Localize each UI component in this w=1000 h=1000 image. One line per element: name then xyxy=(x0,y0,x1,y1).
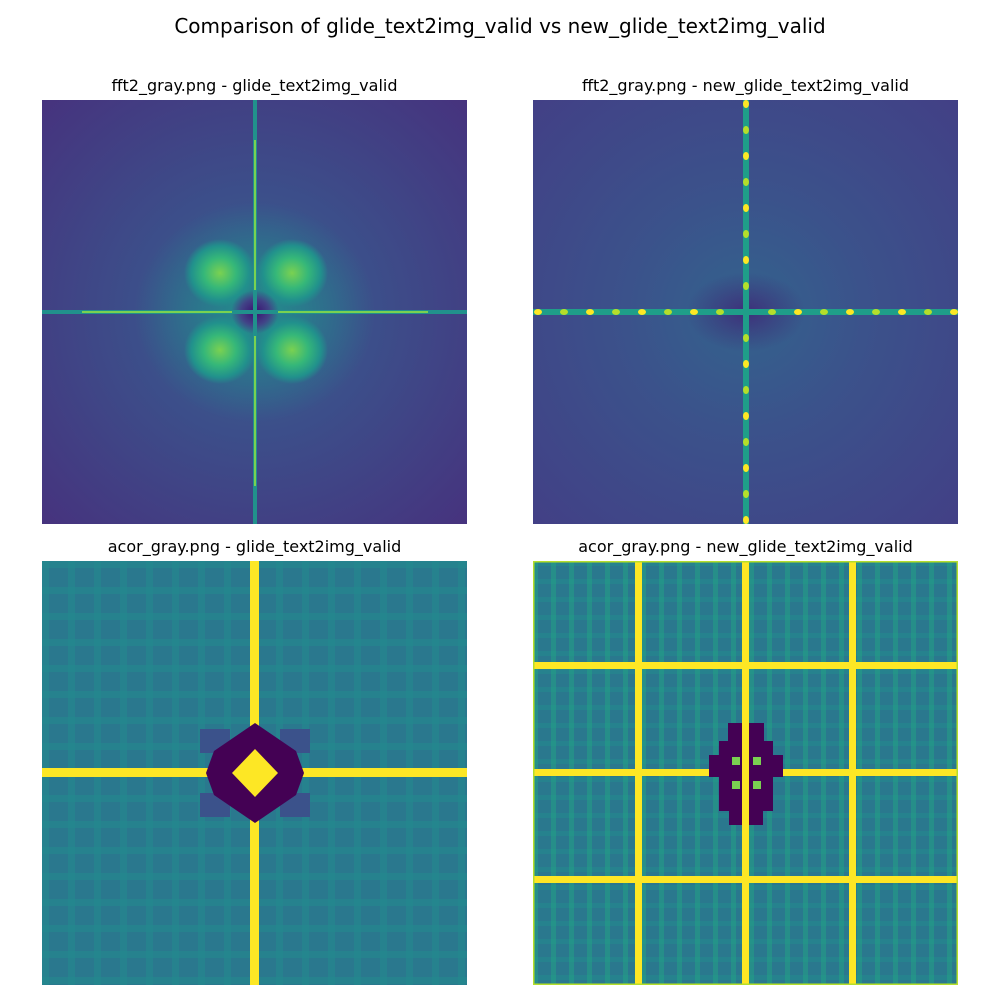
fft2-new-glide-peak xyxy=(743,178,749,186)
fft2-glide-lobe xyxy=(256,316,328,384)
fft2-new-glide-peak xyxy=(743,152,749,160)
fft2-new-glide-peak xyxy=(898,309,906,315)
fft2-new-glide-peak xyxy=(586,309,594,315)
fft2-new-glide-peak xyxy=(846,309,854,315)
fft2-new-glide-peak xyxy=(664,309,672,315)
fft2-glide-horizontal-line xyxy=(42,310,467,314)
acor-new-glide-center-marks xyxy=(732,757,761,789)
fft2-new-glide-peak xyxy=(534,309,542,315)
panel-title-acor-glide: acor_gray.png - glide_text2img_valid xyxy=(107,537,402,556)
fft2-new-glide-peak xyxy=(743,256,749,264)
fft2-new-glide-peak xyxy=(743,100,749,108)
heatmap-fft2-glide xyxy=(42,100,467,524)
fft2-new-glide-peak xyxy=(743,282,749,290)
heatmap-acor-glide-svg xyxy=(42,561,467,985)
fft2-new-glide-peak xyxy=(820,309,828,315)
fft2-new-glide-peak xyxy=(743,360,749,368)
fft2-new-glide-peak xyxy=(743,490,749,498)
panel-title-fft2-new-glide: fft2_gray.png - new_glide_text2img_valid xyxy=(581,76,910,95)
heatmap-fft2-new-glide xyxy=(533,100,958,524)
fft2-glide-vertical-line-bright xyxy=(254,140,256,290)
fft2-new-glide-peak xyxy=(743,438,749,446)
fft2-new-glide-peak xyxy=(794,309,802,315)
fft2-new-glide-peak xyxy=(743,386,749,394)
fft2-new-glide-peak xyxy=(924,309,932,315)
fft2-new-glide-peak xyxy=(743,204,749,212)
figure-title: Comparison of glide_text2img_valid vs ne… xyxy=(174,14,826,38)
fft2-glide-lobe xyxy=(184,316,256,384)
fft2-new-glide-peaks xyxy=(534,100,958,524)
fft2-new-glide-horizontal-line xyxy=(533,309,958,315)
heatmap-fft2-glide-svg xyxy=(42,100,467,524)
fft2-glide-vertical-line-bright xyxy=(254,336,256,486)
fft2-new-glide-peak xyxy=(950,309,958,315)
fft2-new-glide-peak xyxy=(612,309,620,315)
fft2-new-glide-peak xyxy=(743,230,749,238)
fft2-new-glide-peak xyxy=(560,309,568,315)
fft2-new-glide-peak xyxy=(768,309,776,315)
heatmap-acor-new-glide xyxy=(533,561,958,985)
fft2-new-glide-peak xyxy=(638,309,646,315)
heatmap-acor-new-glide-svg xyxy=(533,561,958,985)
fft2-new-glide-peak xyxy=(743,412,749,420)
fft2-glide-horizontal-line-bright xyxy=(278,311,428,313)
fft2-new-glide-peak xyxy=(743,126,749,134)
fft2-glide-lobe xyxy=(184,239,256,307)
fft2-new-glide-peak xyxy=(743,516,749,524)
acor-glide-center-peak xyxy=(232,749,278,797)
heatmap-fft2-new-glide-svg xyxy=(533,100,958,524)
fft2-new-glide-peak xyxy=(716,309,724,315)
fft2-new-glide-peak xyxy=(743,334,749,342)
heatmap-acor-glide xyxy=(42,561,467,985)
fft2-new-glide-peak xyxy=(690,309,698,315)
fft2-new-glide-peak xyxy=(872,309,880,315)
panel-title-fft2-glide: fft2_gray.png - glide_text2img_valid xyxy=(111,76,398,95)
fft2-new-glide-peak xyxy=(743,464,749,472)
fft2-glide-lobe xyxy=(256,239,328,307)
acor-new-glide-center-vertical xyxy=(742,711,749,835)
fft2-glide-horizontal-line-bright xyxy=(82,311,232,313)
panel-title-acor-new-glide: acor_gray.png - new_glide_text2img_valid xyxy=(578,537,913,556)
